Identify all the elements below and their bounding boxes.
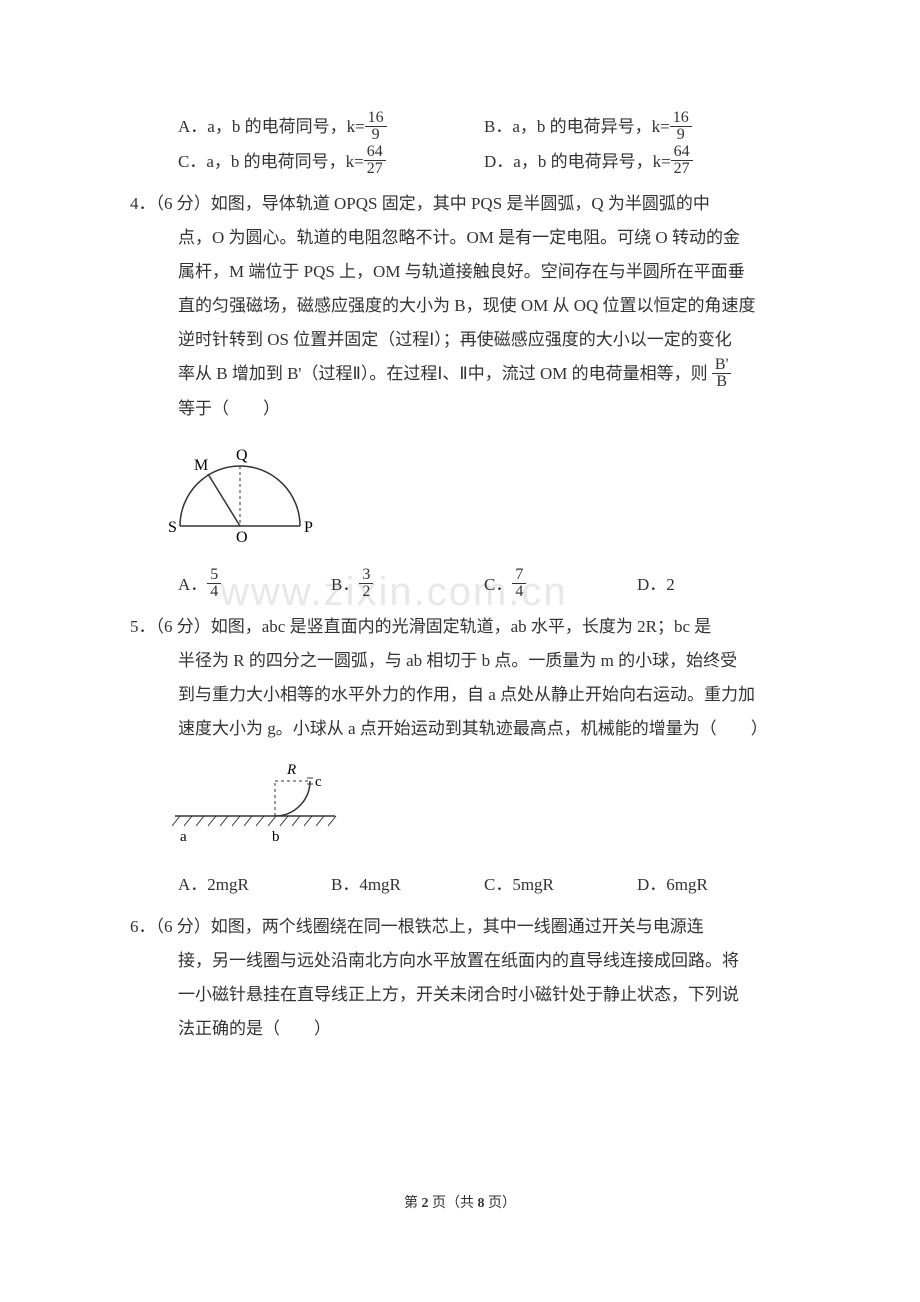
q5-line3: 到与重力大小相等的水平外力的作用，自 a 点处从静止开始向右运动。重力加 bbox=[130, 678, 790, 712]
q4-optB-frac: 32 bbox=[359, 567, 373, 600]
label-p: P bbox=[304, 519, 313, 536]
q4-line3: 属杆，M 端位于 PQS 上，OM 与轨道接触良好。空间存在与半圆所在平面垂 bbox=[130, 255, 790, 289]
question-6: 6．（6 分）如图，两个线圈绕在同一根铁芯上，其中一线圈通过开关与电源连 接，另… bbox=[130, 910, 790, 1046]
q4-option-c: C．74 bbox=[484, 568, 637, 603]
q4-option-b: B．32 bbox=[331, 568, 484, 603]
q3-optD-text: D．a，b 的电荷异号，k= bbox=[484, 152, 671, 171]
footer-pre: 第 bbox=[404, 1196, 422, 1211]
q4-diagram: S O P Q M bbox=[160, 436, 790, 558]
label-c: c bbox=[315, 774, 322, 790]
label-b: b bbox=[272, 829, 280, 845]
q4-optB-label: B． bbox=[331, 575, 359, 594]
q3-option-d: D．a，b 的电荷异号，k=6427 bbox=[484, 145, 790, 180]
q3-options-row1: A．a，b 的电荷同号，k=169 B．a，b 的电荷异号，k=169 bbox=[130, 110, 790, 145]
footer-page: 2 bbox=[422, 1196, 429, 1211]
q4-line4: 直的匀强磁场，磁感应强度的大小为 B，现使 OM 从 OQ 位置以恒定的角速度 bbox=[130, 289, 790, 323]
q5-option-a: A．2mgR bbox=[178, 868, 331, 902]
q4-line6: 率从 B 增加到 B'（过程Ⅱ）。在过程Ⅰ、Ⅱ中，流过 OM 的电荷量相等，则 … bbox=[130, 357, 790, 392]
label-r: R bbox=[286, 762, 296, 778]
label-a: a bbox=[180, 829, 187, 845]
rod-om bbox=[208, 474, 240, 526]
q3-optA-frac: 169 bbox=[365, 110, 387, 143]
q3-option-c: C．a，b 的电荷同号，k=6427 bbox=[178, 145, 484, 180]
question-5: 5．（6 分）如图，abc 是竖直面内的光滑固定轨道，ab 水平，长度为 2R；… bbox=[130, 610, 790, 902]
q4-optC-frac: 74 bbox=[512, 567, 526, 600]
q3-options-row2: C．a，b 的电荷同号，k=6427 D．a，b 的电荷异号，k=6427 bbox=[130, 145, 790, 180]
q4-line6-text: 率从 B 增加到 B'（过程Ⅱ）。在过程Ⅰ、Ⅱ中，流过 OM 的电荷量相等，则 bbox=[178, 364, 708, 383]
q3-optA-text: A．a，b 的电荷同号，k= bbox=[178, 117, 365, 136]
q4-optD-label: D．2 bbox=[637, 575, 675, 594]
q4-line7: 等于（ ） bbox=[130, 392, 790, 426]
q5-diagram: a b c R bbox=[160, 756, 790, 858]
hatching bbox=[172, 816, 336, 826]
q3-optC-frac: 6427 bbox=[364, 144, 386, 177]
q6-line2: 接，另一线圈与远处沿南北方向水平放置在纸面内的直导线连接成回路。将 bbox=[130, 944, 790, 978]
q5-option-d: D．6mgR bbox=[637, 868, 790, 902]
q4-option-a: A．54 bbox=[178, 568, 331, 603]
q3-optB-text: B．a，b 的电荷异号，k= bbox=[484, 117, 670, 136]
question-4: 4．（6 分）如图，导体轨道 OPQS 固定，其中 PQS 是半圆弧，Q 为半圆… bbox=[130, 187, 790, 602]
q5-option-b: B．4mgR bbox=[331, 868, 484, 902]
q5-options: A．2mgR B．4mgR C．5mgR D．6mgR bbox=[130, 868, 790, 902]
q4-optA-label: A． bbox=[178, 575, 207, 594]
q5-line2: 半径为 R 的四分之一圆弧，与 ab 相切于 b 点。一质量为 m 的小球，始终… bbox=[130, 644, 790, 678]
q5-line4: 速度大小为 g。小球从 a 点开始运动到其轨迹最高点，机械能的增量为（ ） bbox=[130, 712, 790, 746]
footer-post: 页） bbox=[485, 1196, 517, 1211]
q3-optD-frac: 6427 bbox=[671, 144, 693, 177]
q4-frac: B'B bbox=[712, 357, 732, 390]
footer-total: 8 bbox=[478, 1196, 485, 1211]
q5-line1: 5．（6 分）如图，abc 是竖直面内的光滑固定轨道，ab 水平，长度为 2R；… bbox=[130, 610, 790, 644]
q3-option-b: B．a，b 的电荷异号，k=169 bbox=[484, 110, 790, 145]
q4-line5: 逆时针转到 OS 位置并固定（过程Ⅰ）；再使磁感应强度的大小以一定的变化 bbox=[130, 323, 790, 357]
q6-line4: 法正确的是（ ） bbox=[130, 1012, 790, 1046]
q6-line3: 一小磁针悬挂在直导线正上方，开关未闭合时小磁针处于静止状态，下列说 bbox=[130, 978, 790, 1012]
label-s: S bbox=[168, 519, 177, 536]
q3-option-a: A．a，b 的电荷同号，k=169 bbox=[178, 110, 484, 145]
q4-line1: 4．（6 分）如图，导体轨道 OPQS 固定，其中 PQS 是半圆弧，Q 为半圆… bbox=[130, 187, 790, 221]
q5-svg: a b c R bbox=[160, 756, 360, 846]
q3-optB-frac: 169 bbox=[670, 110, 692, 143]
label-o: O bbox=[236, 529, 248, 546]
q4-line2: 点，O 为圆心。轨道的电阻忽略不计。OM 是有一定电阻。可绕 O 转动的金 bbox=[130, 221, 790, 255]
q4-optA-frac: 54 bbox=[207, 567, 221, 600]
label-m: M bbox=[194, 457, 208, 474]
q4-optC-label: C． bbox=[484, 575, 512, 594]
q3-optC-text: C．a，b 的电荷同号，k= bbox=[178, 152, 364, 171]
q4-svg: S O P Q M bbox=[160, 436, 330, 546]
footer-mid: 页（共 bbox=[429, 1196, 478, 1211]
label-q: Q bbox=[236, 447, 248, 464]
page-footer: 第 2 页（共 8 页） bbox=[0, 1192, 920, 1212]
q4-options: A．54 B．32 C．74 D．2 bbox=[130, 568, 790, 603]
q4-option-d: D．2 bbox=[637, 568, 790, 603]
page-content: A．a，b 的电荷同号，k=169 B．a，b 的电荷异号，k=169 C．a，… bbox=[130, 110, 790, 1046]
q5-option-c: C．5mgR bbox=[484, 868, 637, 902]
quarter-arc bbox=[275, 781, 310, 816]
q6-line1: 6．（6 分）如图，两个线圈绕在同一根铁芯上，其中一线圈通过开关与电源连 bbox=[130, 910, 790, 944]
